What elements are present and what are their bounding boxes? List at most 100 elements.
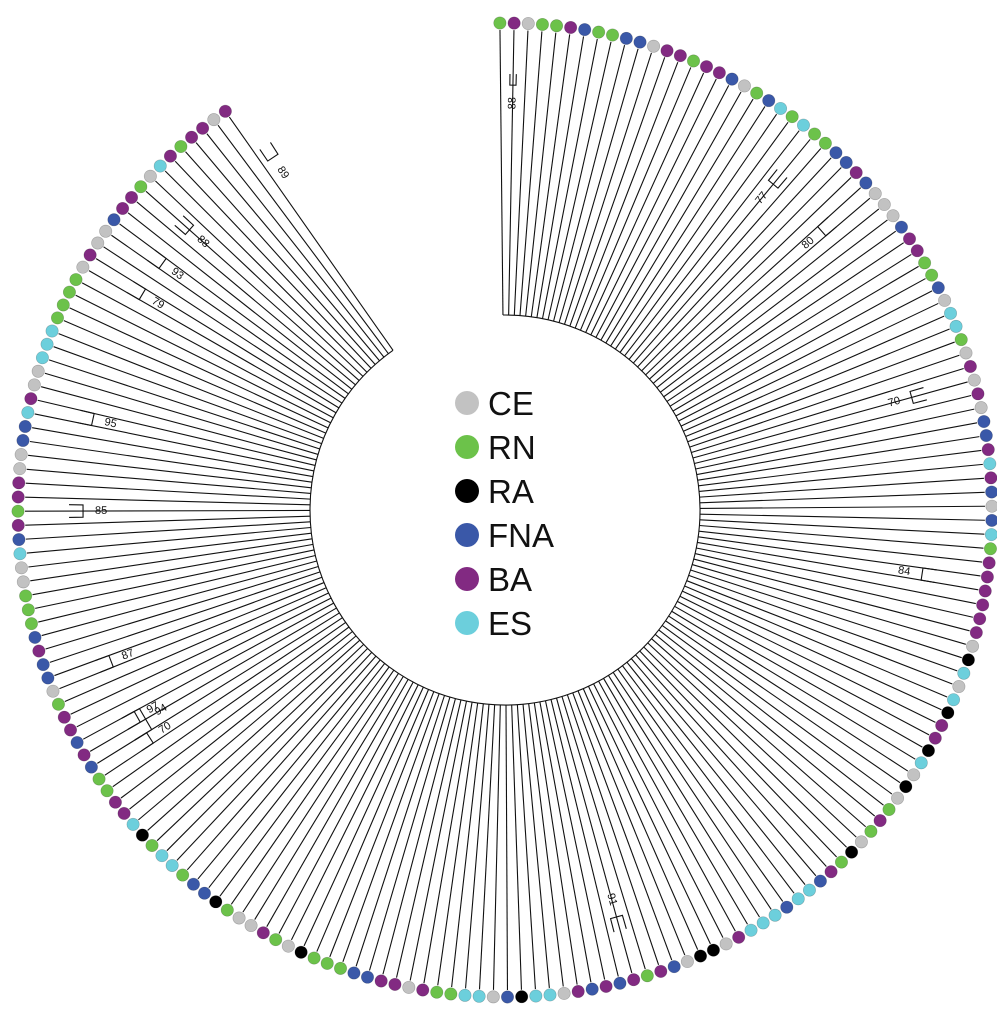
tip-marker-ba	[599, 979, 613, 993]
tip-marker-ce	[244, 919, 258, 933]
support-bracket	[69, 504, 84, 518]
tip-markers	[11, 16, 997, 1004]
tip-marker-fna	[985, 485, 997, 499]
branch	[614, 113, 778, 350]
tip-marker-ba	[903, 232, 917, 246]
tip-marker-ba	[218, 104, 232, 118]
tip-marker-rn	[92, 772, 106, 786]
branch	[569, 57, 666, 327]
branch	[37, 399, 316, 466]
legend-label-ce: CE	[488, 385, 534, 422]
branch	[645, 177, 852, 376]
branch	[342, 693, 440, 962]
branch	[195, 142, 380, 362]
tip-marker-ba	[700, 60, 714, 74]
tip-marker-fna	[197, 886, 211, 900]
branch	[40, 386, 317, 461]
tip-marker-rn	[785, 110, 799, 124]
branch	[656, 208, 880, 389]
tip-marker-ra	[961, 653, 975, 667]
tip-marker-es	[153, 159, 167, 173]
tip-marker-fna	[667, 960, 681, 974]
tip-marker-ce	[521, 17, 535, 31]
branch	[682, 590, 942, 711]
tip-marker-ce	[907, 768, 921, 782]
branch	[41, 560, 317, 637]
tip-marker-rn	[11, 504, 25, 518]
branch	[127, 212, 353, 390]
branch	[278, 681, 414, 934]
legend-swatch-es	[455, 611, 479, 635]
branch	[58, 333, 324, 439]
branch	[621, 665, 795, 894]
tip-marker-ba	[24, 392, 38, 406]
legend-swatch-rn	[455, 435, 479, 459]
tip-marker-rn	[176, 868, 190, 882]
support-bracket	[147, 249, 167, 270]
branch	[112, 621, 346, 788]
branch	[677, 600, 930, 736]
branch	[598, 680, 736, 932]
tip-marker-ba	[416, 983, 430, 997]
tip-marker-ce	[232, 911, 246, 925]
tip-marker-ba	[196, 121, 210, 135]
tip-marker-rn	[69, 273, 83, 287]
branch	[522, 704, 550, 988]
tip-marker-rn	[818, 136, 832, 150]
tip-marker-fna	[70, 736, 84, 750]
tip-marker-ce	[959, 346, 973, 360]
branch	[605, 98, 754, 344]
tip-marker-ba	[571, 984, 585, 998]
branch	[355, 695, 446, 967]
branch	[688, 574, 958, 672]
support-value: 97	[145, 700, 162, 716]
tip-marker-ba	[984, 471, 997, 485]
tip-marker-ba	[564, 20, 578, 34]
branch	[663, 230, 897, 398]
tip-marker-ra	[941, 706, 955, 720]
branch	[185, 151, 376, 365]
tip-marker-rn	[550, 19, 564, 33]
branch	[639, 650, 838, 858]
legend: CE RN RA FNA BA ES	[455, 385, 554, 642]
tip-marker-ba	[12, 476, 26, 490]
branch	[590, 78, 717, 336]
branch	[687, 341, 955, 443]
tip-marker-ba	[980, 570, 994, 584]
tip-marker-fna	[839, 156, 853, 170]
tip-marker-ce	[16, 575, 30, 589]
branch	[528, 703, 564, 987]
branch	[316, 689, 430, 952]
tip-marker-ba	[971, 387, 985, 401]
branch	[595, 85, 730, 338]
tip-marker-ra	[899, 780, 913, 794]
tip-marker-ra	[294, 945, 308, 959]
branch	[64, 587, 327, 703]
branch	[694, 553, 973, 618]
tip-marker-fna	[28, 630, 42, 644]
branch	[35, 549, 315, 609]
tip-marker-fna	[18, 419, 32, 433]
support-value: 93	[169, 265, 186, 282]
branch	[155, 180, 364, 377]
branch	[219, 666, 390, 897]
support-bracket	[767, 169, 788, 189]
tip-marker-ce	[938, 293, 952, 307]
tip-marker-ba	[935, 719, 949, 733]
branch	[25, 515, 311, 526]
tip-marker-fna	[780, 900, 794, 914]
tip-marker-fna	[585, 982, 599, 996]
support-value: 85	[95, 505, 107, 517]
backbone-arc	[309, 314, 701, 706]
support-value: 70	[887, 395, 902, 410]
tip-marker-rn	[134, 180, 148, 194]
branch	[585, 72, 705, 333]
tip-marker-fna	[578, 23, 592, 37]
tip-marker-es	[957, 666, 971, 680]
branch	[651, 638, 867, 828]
branch	[577, 690, 686, 956]
tip-marker-rn	[535, 17, 549, 31]
tip-marker-ba	[824, 865, 838, 879]
tip-marker-ba	[125, 190, 139, 204]
